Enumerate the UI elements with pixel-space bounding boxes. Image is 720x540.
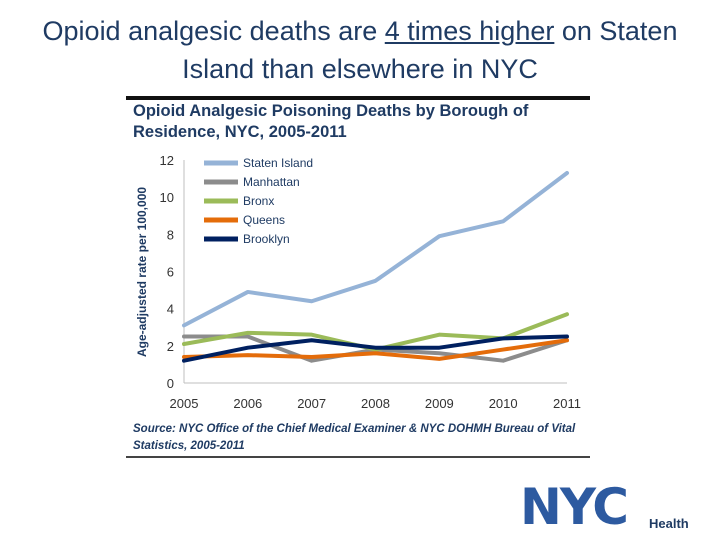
y-tick-label: 0 — [167, 376, 174, 391]
y-tick-label: 6 — [167, 265, 174, 280]
slide-title-part1: Opioid analgesic deaths are — [42, 16, 385, 46]
y-tick-label: 10 — [160, 190, 174, 205]
x-tick-label: 2010 — [489, 396, 518, 411]
legend-label: Manhattan — [243, 175, 300, 189]
legend-label: Brooklyn — [243, 232, 290, 246]
legend-label: Bronx — [243, 194, 274, 208]
x-tick-label: 2006 — [233, 396, 262, 411]
nyc-logo-department: Health — [649, 516, 689, 531]
x-tick-label: 2005 — [170, 396, 199, 411]
figure-bottom-rule — [126, 456, 590, 458]
series-lines — [182, 171, 569, 363]
legend-label: Queens — [243, 213, 285, 227]
y-tick-label: 12 — [160, 153, 174, 168]
x-tick-label: 2011 — [553, 396, 581, 411]
series-line-queens — [182, 338, 569, 361]
legend-label: Staten Island — [243, 156, 313, 170]
x-tick-labels: 2005 2006 2007 2008 2009 2010 2011 — [170, 396, 581, 411]
y-tick-labels: 0 2 4 6 8 10 12 — [160, 153, 174, 391]
nyc-logo-letters: NYC — [520, 478, 629, 536]
series-line-bronx — [182, 312, 569, 352]
legend: Staten Island Manhattan Bronx Queens Brookly… — [204, 156, 313, 246]
x-tick-label: 2009 — [425, 396, 454, 411]
y-axis-label: Age-adjusted rate per 100,000 — [135, 187, 149, 357]
slide-title-part2: on Staten Island than elsewhere in NYC — [182, 16, 678, 84]
slide-title: Opioid analgesic deaths are 4 times high… — [20, 12, 700, 88]
x-tick-label: 2007 — [297, 396, 326, 411]
series-line-brooklyn — [182, 334, 569, 363]
line-chart: 0 2 4 6 8 10 12 2005 2006 2007 2008 2009 2010 2011 S… — [135, 153, 581, 411]
figure-top-rule — [126, 96, 590, 100]
nyc-health-logo: NYC Health — [520, 482, 690, 532]
y-tick-label: 4 — [167, 302, 174, 317]
x-tick-label: 2008 — [361, 396, 390, 411]
y-tick-label: 2 — [167, 339, 174, 354]
series-line-staten-island — [182, 171, 569, 328]
y-tick-label: 8 — [167, 227, 174, 242]
slide-title-emphasis: 4 times higher — [384, 16, 555, 46]
source-note: Source: NYC Office of the Chief Medical … — [133, 423, 576, 452]
chart-title: Opioid Analgesic Poisoning Deaths by Bor… — [133, 102, 529, 141]
